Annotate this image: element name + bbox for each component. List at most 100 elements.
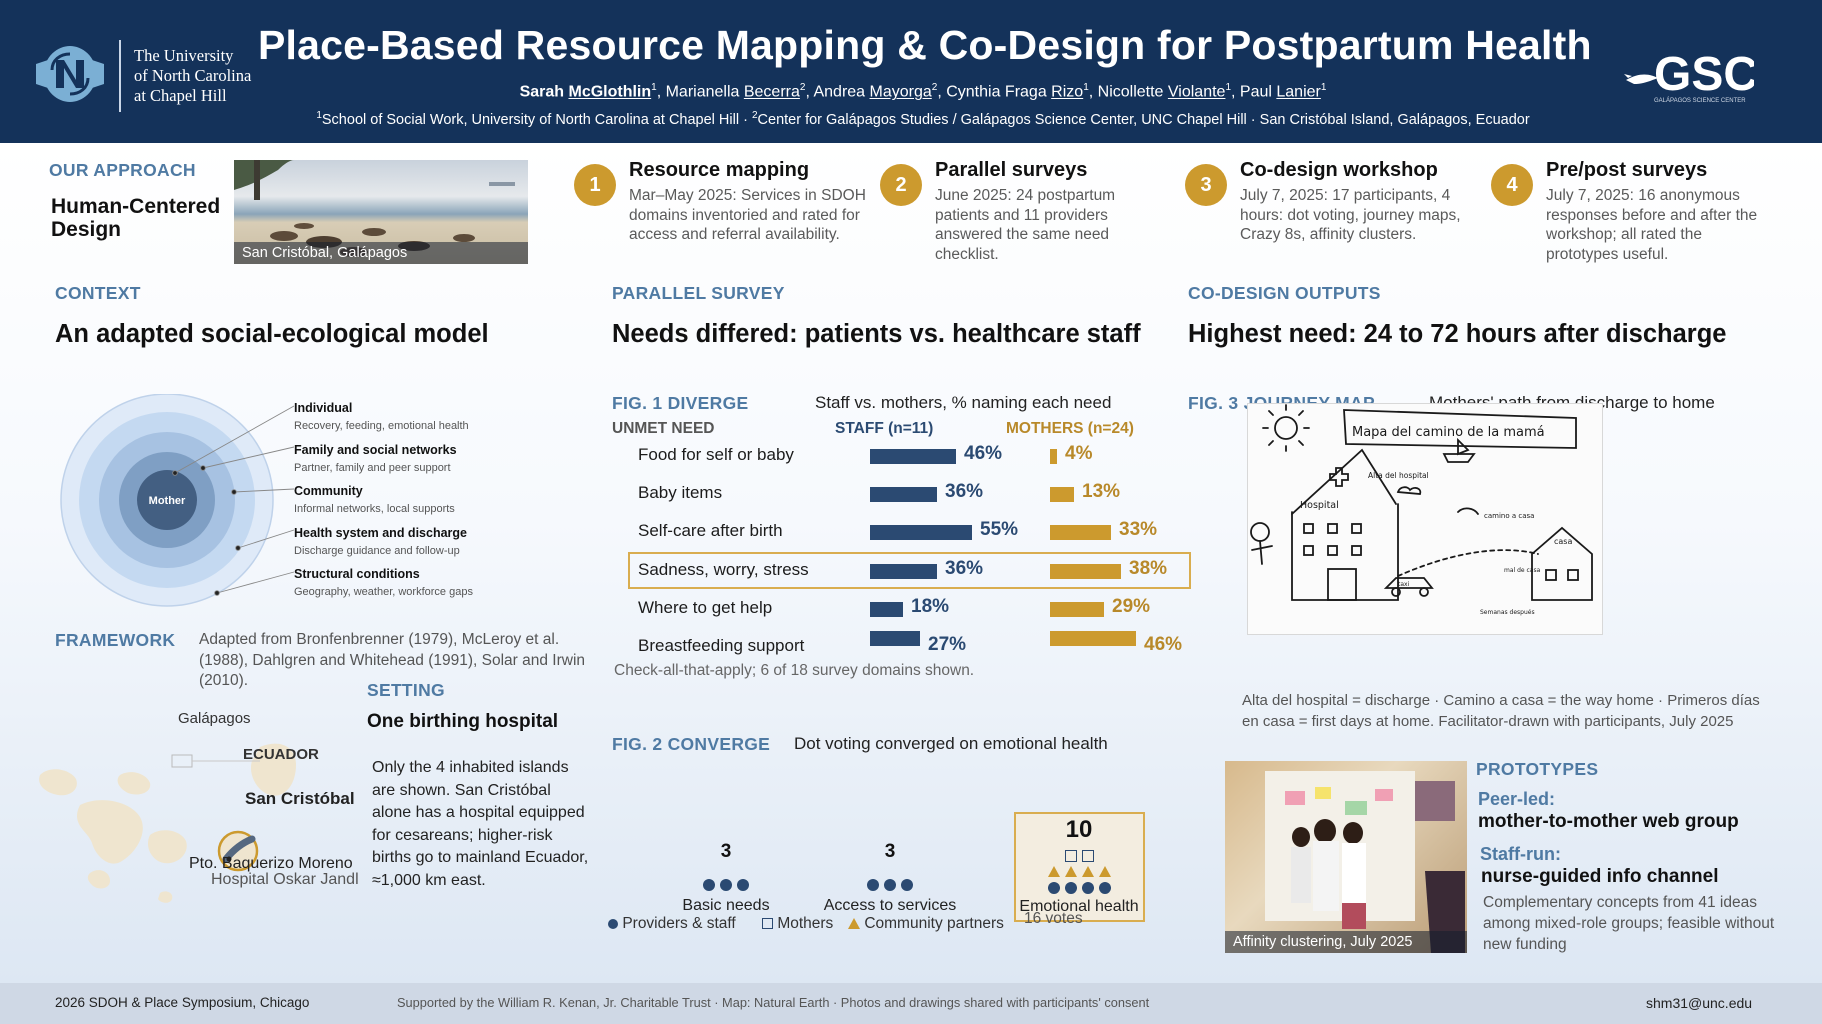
map-label-island: San Cristóbal <box>245 789 355 808</box>
fig1-category-label: Where to get help <box>638 598 773 617</box>
poster-title: Place-Based Resource Mapping & Co-Design… <box>258 22 1592 68</box>
svg-text:taxi: taxi <box>1398 581 1410 588</box>
fig2-marker-row <box>1019 881 1139 897</box>
header: The University of North Carolina at Chap… <box>0 0 1822 143</box>
fig1-col-mothers: MOTHERS (n=24) <box>1006 420 1134 437</box>
fig2-marker-row <box>1019 865 1139 881</box>
fig2-category-label: Basic needs <box>682 897 770 914</box>
prototype-1-name: mother-to-mother web group <box>1478 811 1739 832</box>
fig1-mothers-value: 4% <box>1065 443 1093 464</box>
svg-text:GALÁPAGOS SCIENCE CENTER: GALÁPAGOS SCIENCE CENTER <box>1654 97 1746 104</box>
fig1-mothers-bar <box>1050 525 1111 540</box>
fig1-staff-bar <box>870 602 903 617</box>
mother-vote-square <box>1081 849 1094 862</box>
fig1-col-staff: STAFF (n=11) <box>835 420 934 437</box>
fig1-staff-value: 18% <box>911 596 950 617</box>
fig1-subtitle: Staff vs. mothers, % naming each need <box>815 393 1112 412</box>
fig2-vote-count: 3 <box>884 841 896 862</box>
journey-map-drawing: Mapa del camino de la mamá Alta del hosp… <box>1247 403 1603 635</box>
gsc-logo-icon: GSC GALÁPAGOS SCIENCE CENTER <box>1624 48 1754 104</box>
beach-photo-caption: San Cristóbal, Galápagos <box>234 242 528 264</box>
svg-text:casa: casa <box>1554 537 1572 546</box>
step-2-title: Parallel surveys <box>935 159 1088 181</box>
step-2-number: 2 <box>880 164 922 206</box>
footer-credits: Supported by the William R. Kenan, Jr. C… <box>397 995 1150 1010</box>
community-vote-triangle <box>1081 866 1094 878</box>
fig2-label: FIG. 2 CONVERGE <box>612 734 771 754</box>
fig2-marker-row <box>666 878 786 894</box>
fig1-staff-value: 46% <box>964 443 1003 464</box>
fig1-category-label: Food for self or baby <box>638 445 794 464</box>
fig2-marker-row <box>830 878 950 894</box>
fig1-mothers-value: 46% <box>1144 634 1183 655</box>
fig1-mothers-value: 13% <box>1082 481 1121 502</box>
svg-text:GSC: GSC <box>1654 48 1754 101</box>
fig1-note: Check-all-that-apply; 6 of 18 survey dom… <box>614 662 975 679</box>
level-1-title: Individual <box>294 401 352 415</box>
step-4-title: Pre/post surveys <box>1546 159 1708 181</box>
workshop-photo: Affinity clustering, July 2025 <box>1225 761 1467 953</box>
provider-vote-dot <box>901 878 913 891</box>
prototypes-text: Complementary concepts from 41 ideas amo… <box>1483 894 1775 953</box>
svg-text:Hospital: Hospital <box>1300 500 1339 511</box>
fig1-staff-value: 27% <box>928 634 967 655</box>
affiliations: 1School of Social Work, University of No… <box>316 110 1530 128</box>
step-3-title: Co-design workshop <box>1240 159 1438 181</box>
fig1-staff-bar <box>870 487 937 502</box>
svg-text:Alta del hospital: Alta del hospital <box>1368 471 1429 480</box>
fig2-highlight-box <box>1014 812 1145 922</box>
map-label-galapagos: Galápagos <box>178 710 251 727</box>
fig3-caption: Alta del hospital = discharge · Camino a… <box>1242 692 1760 730</box>
step-3-text: July 7, 2025: 17 participants, 4 hours: … <box>1240 187 1461 243</box>
setting-heading: One birthing hospital <box>367 711 559 732</box>
level-3-title: Community <box>294 484 363 498</box>
step-4-number: 4 <box>1491 164 1533 206</box>
author-list: Sarah McGlothlin1, Marianella Becerra2, … <box>519 82 1327 101</box>
community-vote-triangle <box>1098 866 1111 878</box>
survey-heading: Needs differed: patients vs. healthcare … <box>612 320 1141 348</box>
step-1-title: Resource mapping <box>629 159 810 181</box>
level-4-desc: Discharge guidance and follow-up <box>294 545 460 557</box>
model-center-label: Mother <box>149 495 186 507</box>
map-label-town: Pto. Baquerizo Moreno <box>189 855 353 872</box>
map-label-ecuador: ECUADOR <box>243 746 319 763</box>
footer-email: shm31@unc.edu <box>1646 995 1753 1011</box>
fig1-category-label: Sadness, worry, stress <box>638 560 809 579</box>
approach-label: OUR APPROACH <box>49 160 196 180</box>
fig1-mothers-value: 29% <box>1112 596 1151 617</box>
provider-vote-dot <box>737 878 749 891</box>
fig1-staff-bar <box>870 449 956 464</box>
fig1-staff-value: 36% <box>945 481 984 502</box>
logo-divider <box>119 40 121 112</box>
fig1-col-need: UNMET NEED <box>612 420 715 437</box>
step-3-number: 3 <box>1185 164 1227 206</box>
legend-mothers: Mothers <box>762 915 833 933</box>
fig1-mothers-bar <box>1050 487 1074 502</box>
level-1-desc: Recovery, feeding, emotional health <box>294 420 469 432</box>
fig1-category-label: Baby items <box>638 483 723 502</box>
fig1-highlight-row <box>628 552 1191 589</box>
community-vote-triangle <box>1064 866 1077 878</box>
footer: 2026 SDOH & Place Symposium, Chicago Sup… <box>0 983 1822 1024</box>
level-4-title: Health system and discharge <box>294 526 467 540</box>
fig1-mothers-bar <box>1050 449 1057 464</box>
step-2-text: June 2025: 24 postpartum patients and 11… <box>935 187 1116 263</box>
prototype-1-kind: Peer-led: <box>1478 789 1556 809</box>
legend-providers: Providers & staff <box>608 915 736 933</box>
level-3-desc: Informal networks, local supports <box>294 503 455 515</box>
svg-text:Semanas después: Semanas después <box>1480 609 1535 616</box>
outputs-label: CO-DESIGN OUTPUTS <box>1188 283 1381 303</box>
fig1-category-label: Self-care after birth <box>638 521 783 540</box>
social-ecological-model: Mother Individual Recovery, feeding, emo… <box>60 394 473 607</box>
fig1-staff-value: 55% <box>980 519 1019 540</box>
provider-vote-dot <box>703 878 715 891</box>
setting-text: Only the 4 inhabited islands are shown. … <box>372 759 589 889</box>
level-2-desc: Partner, family and peer support <box>294 462 451 474</box>
framework-label: FRAMEWORK <box>55 630 176 650</box>
level-5-title: Structural conditions <box>294 567 420 581</box>
svg-text:mal de casa: mal de casa <box>1504 567 1541 574</box>
svg-text:camino a casa: camino a casa <box>1484 512 1534 520</box>
provider-vote-dot <box>1064 881 1077 894</box>
step-1-number: 1 <box>574 164 616 206</box>
fig1-label: FIG. 1 DIVERGE <box>612 393 749 413</box>
